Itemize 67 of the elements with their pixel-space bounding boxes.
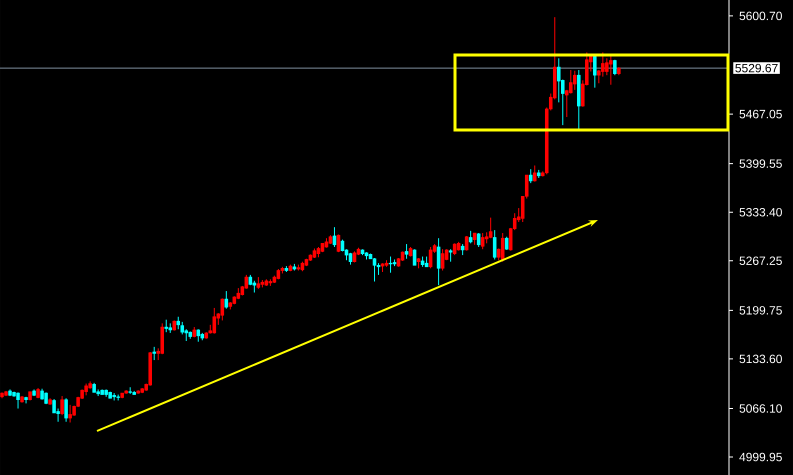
candlestick xyxy=(464,235,468,252)
candlestick xyxy=(252,280,256,294)
candlestick xyxy=(528,168,533,184)
y-tick-label: 5267.25 xyxy=(740,256,782,266)
candlestick xyxy=(176,316,180,330)
candlestick xyxy=(488,217,492,239)
candlestick xyxy=(276,268,280,280)
y-tick-label: 5133.60 xyxy=(740,354,782,364)
candlestick xyxy=(84,383,88,396)
candlestick xyxy=(404,244,408,260)
candlestick xyxy=(64,398,68,422)
candlestick xyxy=(428,246,432,269)
candlestick xyxy=(16,392,20,410)
candlestick xyxy=(336,234,340,253)
y-tick-label: 4999.95 xyxy=(739,452,782,462)
candlestick xyxy=(480,232,484,250)
candlestick xyxy=(312,248,316,259)
candlestick xyxy=(460,244,464,256)
candlestick xyxy=(476,232,480,248)
candlestick xyxy=(68,404,72,423)
candlestick xyxy=(408,246,412,258)
candlestick xyxy=(593,56,597,88)
candlestick xyxy=(192,326,196,338)
candlestick xyxy=(180,321,184,335)
candlestick xyxy=(436,238,440,286)
candlestick xyxy=(532,164,537,182)
candlestick xyxy=(152,346,156,361)
candlestick xyxy=(372,258,376,282)
candlestick xyxy=(224,290,228,310)
candlestick xyxy=(300,261,304,272)
candlestick xyxy=(340,239,344,252)
candlestick xyxy=(316,246,320,258)
candlestick xyxy=(613,59,617,76)
candlestick xyxy=(332,226,336,248)
y-tick-label: 5199.75 xyxy=(740,306,782,315)
candlestick xyxy=(440,248,444,271)
candlestick xyxy=(556,58,561,103)
candlestick xyxy=(352,250,356,263)
candlestick xyxy=(448,248,452,262)
y-tick-label: 5333.40 xyxy=(740,208,782,216)
candlestick xyxy=(348,252,352,266)
candlestick xyxy=(420,256,424,268)
candlestick xyxy=(424,256,428,268)
y-tick-label: 5066.10 xyxy=(740,404,782,413)
candlestick xyxy=(468,230,472,244)
candlestick xyxy=(416,258,420,269)
candlestick xyxy=(60,396,64,416)
candlestick xyxy=(504,236,508,250)
candlestick xyxy=(212,307,216,334)
candlestick xyxy=(164,319,168,333)
candlestick xyxy=(44,392,48,405)
candlestick xyxy=(472,232,476,246)
candlestick xyxy=(412,248,416,266)
y-tick-label: 5467.05 xyxy=(740,110,782,118)
candlestick xyxy=(36,387,40,399)
candlestick xyxy=(492,230,496,260)
candlestick xyxy=(196,328,200,342)
candlestick xyxy=(256,276,260,290)
candlestick xyxy=(168,322,172,334)
candlestick xyxy=(484,232,488,244)
y-tick-label: 5600.70 xyxy=(740,12,782,20)
candlestick xyxy=(573,70,577,90)
candlestick xyxy=(220,298,224,321)
ref-line-label: 5529.67 xyxy=(735,64,778,72)
candlestick xyxy=(500,232,504,262)
y-tick-label: 5399.55 xyxy=(740,159,782,168)
candlestick xyxy=(92,382,96,393)
